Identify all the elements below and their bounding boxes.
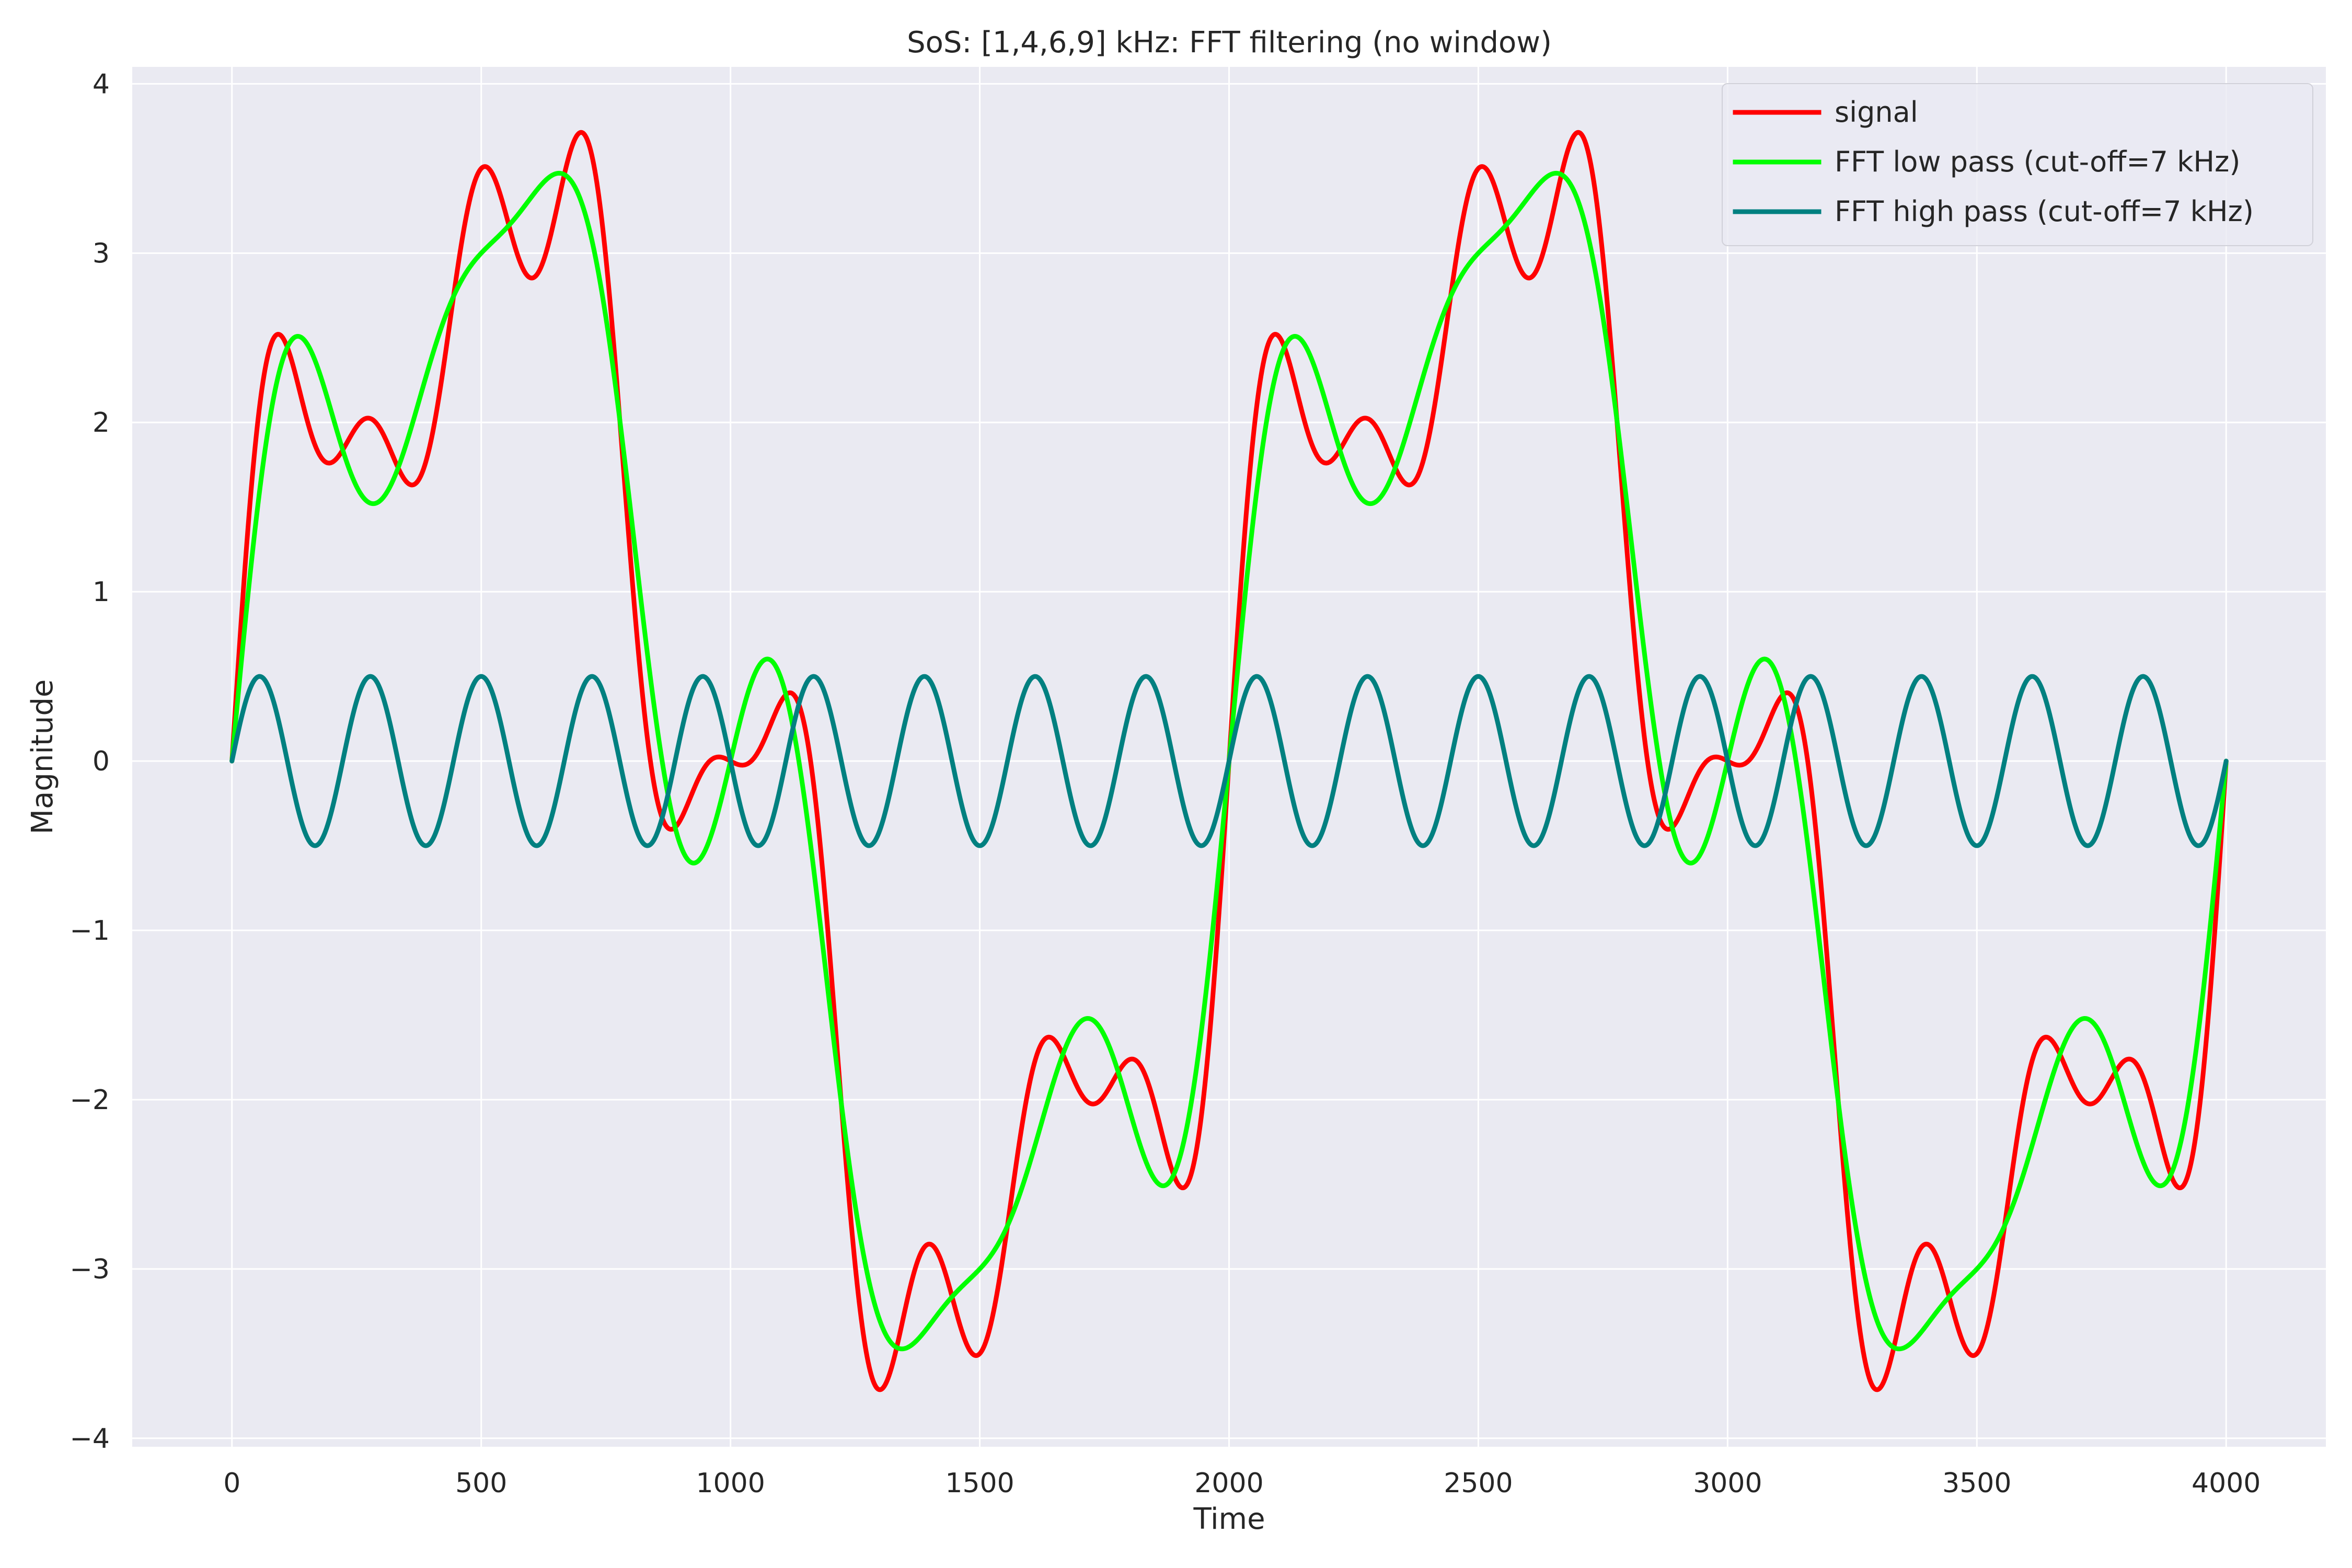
legend-label-signal: signal (1835, 96, 1918, 129)
x-tick-label: 2000 (1194, 1468, 1263, 1499)
y-tick-label: −1 (70, 915, 110, 947)
series-line-high-pass (229, 674, 2229, 848)
y-tick-label: −2 (70, 1085, 110, 1116)
x-tick-label: 2500 (1444, 1468, 1513, 1499)
x-tick-label: 3500 (1942, 1468, 2011, 1499)
x-tick-label: 3000 (1693, 1468, 1762, 1499)
y-tick-label: 1 (93, 577, 110, 608)
y-tick-label: −4 (70, 1423, 110, 1455)
x-axis-label: Time (1193, 1502, 1265, 1536)
x-tick-label: 1000 (696, 1468, 765, 1499)
chart-title: SoS: [1,4,6,9] kHz: FFT filtering (no wi… (907, 26, 1552, 60)
y-axis-ticks: −4 −3 −2 −1 0 1 2 3 4 (70, 68, 110, 1454)
series-layer (229, 130, 2229, 1392)
x-axis-ticks: 0 500 1000 1500 2000 2500 3000 3500 4000 (223, 1468, 2261, 1499)
y-tick-label: −3 (70, 1254, 110, 1285)
legend-label-low-pass: FFT low pass (cut-off=7 kHz) (1835, 145, 2240, 178)
y-tick-label: 4 (93, 68, 110, 100)
x-tick-label: 4000 (2192, 1468, 2261, 1499)
x-tick-label: 1500 (945, 1468, 1014, 1499)
y-tick-label: 0 (93, 746, 110, 777)
legend-frame (1722, 83, 2313, 246)
y-tick-label: 3 (93, 238, 110, 269)
legend-entry-low-pass: FFT low pass (cut-off=7 kHz) (1733, 145, 2240, 178)
x-tick-label: 0 (223, 1468, 240, 1499)
y-tick-label: 2 (93, 407, 110, 439)
legend-label-high-pass: FFT high pass (cut-off=7 kHz) (1835, 195, 2254, 228)
legend-entry-signal: signal (1733, 96, 1918, 129)
legend-entry-high-pass: FFT high pass (cut-off=7 kHz) (1733, 195, 2254, 228)
y-axis-label: Magnitude (26, 679, 60, 835)
legend: signal FFT low pass (cut-off=7 kHz) FFT … (1722, 83, 2313, 246)
x-tick-label: 500 (455, 1468, 507, 1499)
